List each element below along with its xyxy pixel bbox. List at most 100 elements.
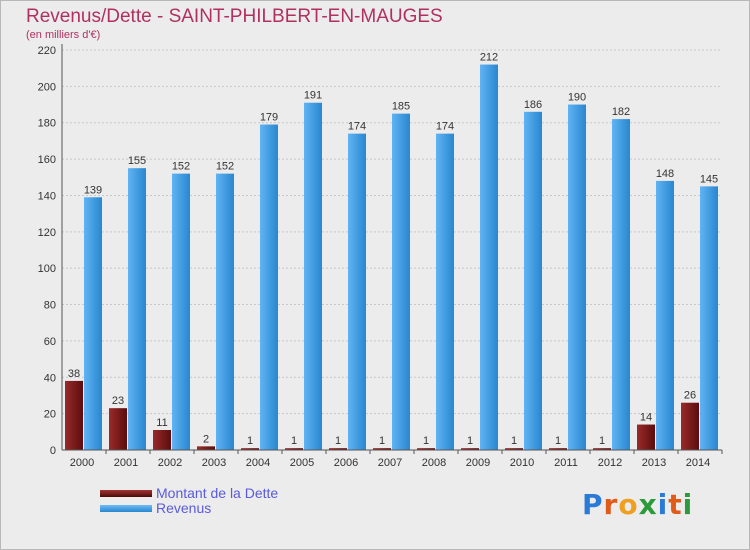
x-tick-label: 2009 xyxy=(466,457,490,469)
x-tick-label: 2012 xyxy=(598,457,622,469)
x-tick-label: 2014 xyxy=(686,457,710,469)
bar-revenus xyxy=(392,113,410,451)
y-tick-label: 200 xyxy=(38,81,56,93)
data-label: 186 xyxy=(524,99,542,111)
y-tick-label: 80 xyxy=(44,300,56,312)
y-tick-label: 40 xyxy=(44,372,56,384)
data-label: 14 xyxy=(640,412,652,424)
bar-dette xyxy=(109,408,127,450)
data-label: 26 xyxy=(684,390,696,402)
data-label: 190 xyxy=(568,92,586,104)
x-tick-label: 2002 xyxy=(158,457,182,469)
x-tick-label: 2010 xyxy=(510,457,534,469)
y-tick-label: 100 xyxy=(38,263,56,275)
y-tick-label: 120 xyxy=(38,227,56,239)
bar-revenus xyxy=(700,186,718,450)
data-label: 152 xyxy=(172,161,190,173)
bars xyxy=(65,64,718,451)
legend-label-dette: Montant de la Dette xyxy=(156,485,279,501)
legend-label-revenus: Revenus xyxy=(156,500,212,516)
bar-dette xyxy=(681,402,699,450)
bar-dette xyxy=(505,448,523,450)
y-tick-label: 140 xyxy=(38,190,56,202)
data-label: 1 xyxy=(291,435,297,447)
y-tick-label: 160 xyxy=(38,154,56,166)
bar-dette xyxy=(329,448,347,450)
bar-dette xyxy=(65,380,83,450)
data-label: 1 xyxy=(599,435,605,447)
y-tick-label: 20 xyxy=(44,409,56,421)
data-label: 191 xyxy=(304,90,322,102)
x-tick-label: 2001 xyxy=(114,457,138,469)
bar-revenus xyxy=(348,133,366,451)
x-tick-label: 2006 xyxy=(334,457,358,469)
x-tick-label: 2013 xyxy=(642,457,666,469)
bar-dette xyxy=(373,448,391,450)
bar-dette xyxy=(461,448,479,450)
data-label: 1 xyxy=(247,435,253,447)
data-label: 148 xyxy=(656,168,674,180)
x-tick-label: 2000 xyxy=(70,457,94,469)
data-label: 1 xyxy=(467,435,473,447)
data-label: 182 xyxy=(612,106,630,118)
data-label: 1 xyxy=(379,435,385,447)
x-tick-label: 2008 xyxy=(422,457,446,469)
data-label: 174 xyxy=(348,121,366,133)
bar-revenus xyxy=(524,111,542,451)
chart-subtitle: (en milliers d'€) xyxy=(26,29,101,41)
y-tick-label: 60 xyxy=(44,336,56,348)
data-label: 179 xyxy=(260,112,278,124)
bar-dette xyxy=(637,424,655,450)
bar-dette xyxy=(549,448,567,450)
bar-dette xyxy=(241,448,259,450)
legend-swatch-revenus xyxy=(100,505,152,512)
y-axis-ticks: 0 20 40 60 80 100 120 140 160 180 200 220 xyxy=(38,45,56,457)
data-label: 1 xyxy=(511,435,517,447)
data-label: 212 xyxy=(480,52,498,64)
bar-revenus xyxy=(128,168,146,450)
chart-title: Revenus/Dette - SAINT-PHILBERT-EN-MAUGES xyxy=(26,6,443,27)
data-label: 38 xyxy=(68,368,80,380)
y-tick-label: 220 xyxy=(38,45,56,57)
data-label: 145 xyxy=(700,173,718,185)
bar-revenus xyxy=(436,133,454,451)
bar-dette xyxy=(417,448,435,450)
x-tick-label: 2005 xyxy=(290,457,314,469)
bar-dette xyxy=(593,448,611,450)
data-label: 11 xyxy=(156,417,167,429)
bar-dette xyxy=(285,448,303,450)
data-label: 185 xyxy=(392,101,410,113)
data-label: 2 xyxy=(203,433,209,445)
data-label: 1 xyxy=(555,435,561,447)
bar-revenus xyxy=(304,102,322,451)
data-label: 139 xyxy=(84,184,102,196)
bar-revenus xyxy=(172,173,190,451)
y-tick-label: 180 xyxy=(38,118,56,130)
data-label: 155 xyxy=(128,155,146,167)
bar-revenus xyxy=(612,119,630,450)
legend-swatch-dette xyxy=(100,490,152,497)
x-axis-ticks: 2000 2001 2002 2003 2004 2005 2006 2007 2008 2009… xyxy=(70,450,723,469)
axes xyxy=(61,44,722,451)
data-label: 1 xyxy=(335,435,341,447)
bar-revenus xyxy=(568,104,586,450)
data-label: 174 xyxy=(436,121,454,133)
bar-revenus xyxy=(656,180,674,450)
data-label: 1 xyxy=(423,435,429,447)
data-label: 23 xyxy=(112,395,124,407)
bar-dette xyxy=(197,446,215,450)
bar-revenus xyxy=(84,197,102,450)
proxiti-logo: Proxiti xyxy=(582,488,694,521)
y-tick-label: 0 xyxy=(50,445,56,457)
bar-revenus xyxy=(480,64,498,450)
bar-revenus xyxy=(216,173,234,451)
x-tick-label: 2004 xyxy=(246,457,270,469)
x-tick-label: 2011 xyxy=(554,457,578,469)
bar-dette xyxy=(153,430,171,450)
data-label: 152 xyxy=(216,161,234,173)
x-tick-label: 2007 xyxy=(378,457,402,469)
x-tick-label: 2003 xyxy=(202,457,226,469)
data-labels: 3813923155111522152117911911174118511741… xyxy=(68,52,718,448)
bar-revenus xyxy=(260,124,278,450)
